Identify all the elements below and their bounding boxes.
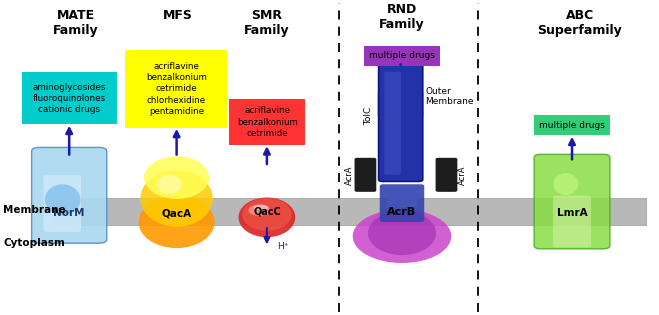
Text: acriflavine
benzalkonium
cetrimide
chlorhexidine
pentamidine: acriflavine benzalkonium cetrimide chlor… [146, 62, 207, 116]
Text: aminoglycosides
fluoroquinolones
cationic drugs: aminoglycosides fluoroquinolones cationi… [33, 83, 106, 114]
Ellipse shape [254, 205, 268, 210]
FancyBboxPatch shape [355, 158, 376, 192]
Ellipse shape [554, 173, 579, 195]
Text: Membrane: Membrane [3, 205, 66, 215]
Ellipse shape [368, 211, 436, 255]
Ellipse shape [239, 198, 295, 237]
Text: H⁺: H⁺ [277, 242, 288, 251]
Ellipse shape [353, 209, 451, 263]
FancyBboxPatch shape [534, 115, 610, 135]
FancyBboxPatch shape [386, 187, 418, 207]
FancyBboxPatch shape [378, 63, 423, 181]
Text: NorM: NorM [53, 208, 85, 218]
Text: acriflavine
benzalkonium
cetrimide: acriflavine benzalkonium cetrimide [237, 106, 298, 138]
FancyBboxPatch shape [22, 72, 117, 124]
Ellipse shape [243, 198, 292, 231]
Text: LmrA: LmrA [557, 208, 587, 218]
Text: MFS: MFS [163, 9, 193, 22]
Ellipse shape [45, 184, 80, 215]
FancyBboxPatch shape [378, 93, 424, 116]
Text: SMR
Family: SMR Family [244, 9, 290, 37]
FancyBboxPatch shape [364, 46, 440, 66]
FancyBboxPatch shape [43, 175, 81, 232]
FancyBboxPatch shape [436, 158, 457, 192]
Text: MATE
Family: MATE Family [53, 9, 99, 37]
Text: AcrA: AcrA [458, 165, 467, 185]
FancyBboxPatch shape [125, 50, 227, 128]
Text: Outer
Membrane: Outer Membrane [426, 87, 474, 106]
Ellipse shape [138, 196, 215, 248]
Text: RND
Family: RND Family [379, 3, 425, 31]
Text: multiple drugs: multiple drugs [539, 121, 604, 130]
FancyBboxPatch shape [553, 196, 591, 247]
Text: TolC: TolC [364, 107, 373, 125]
Ellipse shape [157, 175, 182, 194]
Text: multiple drugs: multiple drugs [369, 51, 434, 60]
Ellipse shape [248, 205, 271, 216]
Text: QacA: QacA [161, 208, 192, 218]
Bar [53, 198, 646, 225]
Text: AcrB: AcrB [387, 207, 416, 217]
FancyBboxPatch shape [229, 99, 305, 145]
FancyBboxPatch shape [534, 154, 610, 249]
Text: ABC
Superfamily: ABC Superfamily [538, 9, 622, 37]
Text: Cytoplasm: Cytoplasm [3, 238, 65, 248]
FancyBboxPatch shape [32, 147, 107, 243]
FancyBboxPatch shape [384, 72, 401, 175]
Ellipse shape [140, 170, 213, 227]
Text: QacC: QacC [253, 207, 281, 217]
Ellipse shape [144, 156, 210, 199]
Text: AcrA: AcrA [345, 165, 354, 185]
FancyBboxPatch shape [380, 184, 424, 222]
